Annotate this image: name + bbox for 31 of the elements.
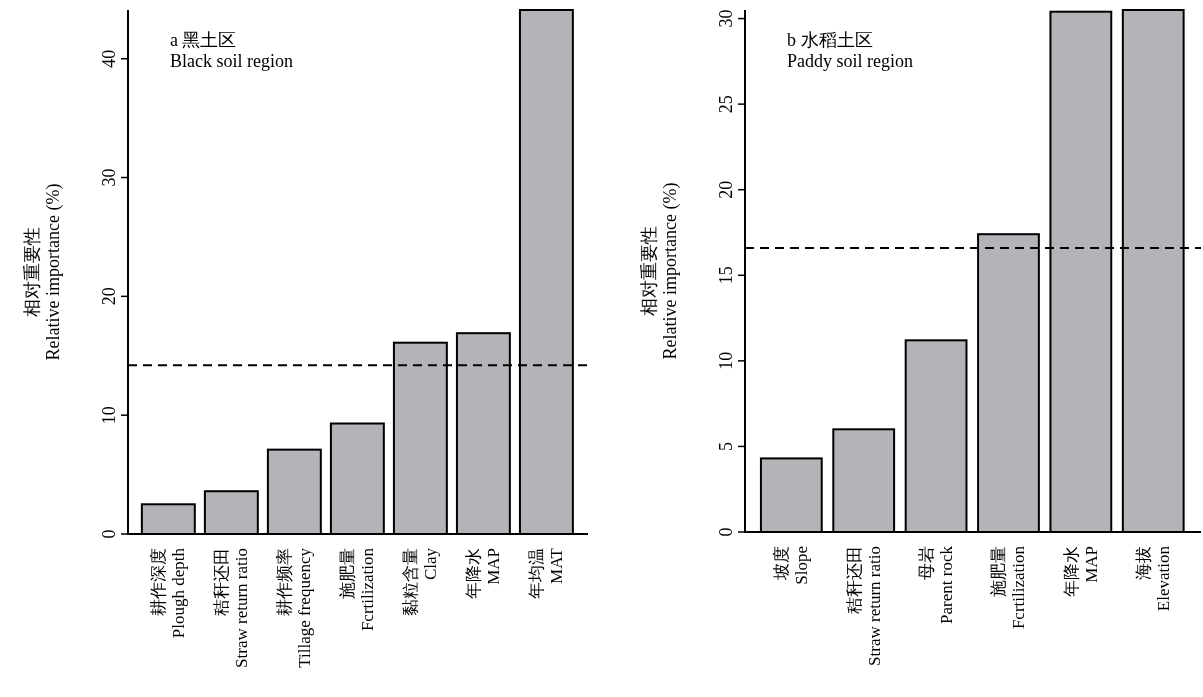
x-tick-label: 秸秆还田 Straw return ratio [844, 546, 884, 666]
x-tick-label: 耕作频率 Tillage frequency [275, 547, 315, 668]
x-tick-label: 年降水 MAP [1061, 546, 1101, 597]
x-tick-label: 施肥量 Fcrtilization [989, 545, 1029, 630]
x-tick-label: 海拔 Elevation [1134, 545, 1174, 612]
y-tick-label: 10 [716, 351, 736, 370]
y-tick-label: 0 [99, 529, 119, 539]
y-tick-label: 30 [99, 168, 119, 187]
text: Paddy soil region [787, 51, 913, 71]
y-tick-label: 40 [99, 49, 119, 68]
text: a 黑土区 [170, 30, 237, 50]
x-tick-label: 黏粒含量 Clay [401, 547, 441, 616]
x-tick-label: 坡度 Slope [772, 546, 812, 585]
y-axis-title: 相对重要性 Relative importance (%) [639, 182, 681, 360]
text: b 水稻土区 [787, 30, 873, 50]
y-tick-label: 30 [716, 9, 736, 28]
y-tick-label: 20 [716, 180, 736, 199]
x-tick-label: 秸秆还田 Straw return ratio [212, 548, 252, 668]
y-tick-label: 15 [716, 266, 736, 285]
y-axis-title: 相对重要性 Relative importance (%) [22, 183, 64, 361]
y-tick-label: 25 [716, 95, 736, 114]
y-tick-label: 0 [716, 527, 736, 537]
y-tick-label: 20 [99, 287, 119, 306]
text: Black soil region [170, 51, 293, 71]
x-tick-label: 母岩 Parent rock [917, 545, 957, 624]
x-tick-label: 耕作深度 Plough depth [149, 547, 189, 639]
x-tick-label: 施肥量 Fcrtilization [338, 547, 378, 632]
x-tick-label: 年降水 MAP [464, 548, 504, 599]
y-tick-label: 5 [716, 441, 736, 451]
x-tick-label: 年均温 MAT [527, 547, 567, 599]
y-tick-label: 10 [99, 406, 119, 425]
